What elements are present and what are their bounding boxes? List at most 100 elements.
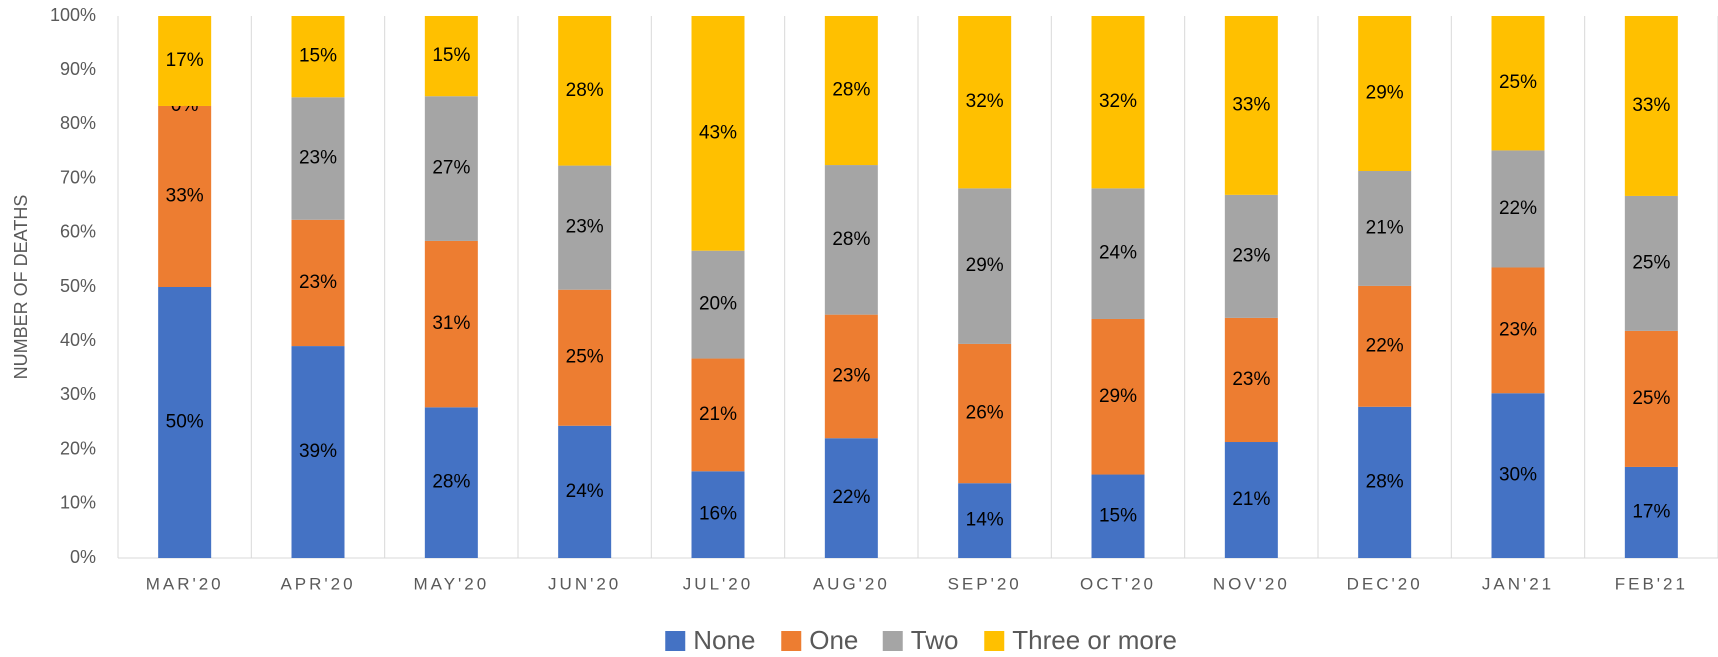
bar-segment xyxy=(1624,195,1678,331)
data-label: 32% xyxy=(966,91,1004,112)
data-label: 29% xyxy=(1366,83,1404,104)
data-label: 43% xyxy=(699,122,737,143)
y-tick-label: 70% xyxy=(60,167,96,187)
data-label: 24% xyxy=(566,481,604,502)
bar-segment xyxy=(291,219,345,347)
y-tick-label: 50% xyxy=(60,276,96,296)
data-label: 15% xyxy=(432,45,470,66)
bar-segment xyxy=(158,16,212,106)
bar-segment xyxy=(1624,466,1678,558)
legend-label: Three or more xyxy=(1012,625,1177,655)
bar-segment xyxy=(1491,150,1545,268)
data-label: 23% xyxy=(1232,369,1270,390)
y-tick-label: 90% xyxy=(60,59,96,79)
bar-segment xyxy=(1091,188,1145,319)
data-label: 23% xyxy=(1499,319,1537,340)
bar-segment xyxy=(1224,442,1278,558)
x-tick-label: APR'20 xyxy=(280,574,355,593)
data-label: 16% xyxy=(699,504,737,525)
bar-segment xyxy=(958,16,1012,189)
bar-segment xyxy=(558,425,612,558)
bar-segment xyxy=(424,240,478,408)
bar-segment xyxy=(1358,171,1412,286)
bar-segment xyxy=(691,250,745,359)
data-label: 30% xyxy=(1499,465,1537,486)
data-label: 27% xyxy=(432,158,470,179)
data-label: 50% xyxy=(166,412,204,433)
x-tick-label: OCT'20 xyxy=(1080,574,1156,593)
bar-segment xyxy=(691,471,745,558)
data-label: 33% xyxy=(1632,95,1670,116)
bar-segment xyxy=(824,16,878,166)
bar-segment xyxy=(158,105,212,287)
data-label: 20% xyxy=(699,294,737,315)
bar-segment xyxy=(424,96,478,241)
bar-segment xyxy=(291,16,345,98)
data-label: 17% xyxy=(166,50,204,71)
bar-segment xyxy=(1091,318,1145,475)
data-label: 22% xyxy=(1366,335,1404,356)
y-tick-label: 0% xyxy=(70,547,96,567)
data-label: 14% xyxy=(966,510,1004,531)
bar-segment xyxy=(558,165,612,290)
data-label: 17% xyxy=(1632,501,1670,522)
x-tick-label: FEB'21 xyxy=(1615,574,1688,593)
data-label: 28% xyxy=(832,229,870,250)
y-tick-label: 100% xyxy=(50,5,96,25)
bar-segment xyxy=(958,188,1012,344)
bar-segment xyxy=(1358,285,1412,407)
data-label: 32% xyxy=(1099,91,1137,112)
x-tick-label: AUG'20 xyxy=(813,574,890,593)
data-label: 25% xyxy=(1499,72,1537,93)
y-axis-label: NUMBER OF DEATHS xyxy=(11,195,31,380)
bar-segment xyxy=(1491,16,1545,151)
data-label: 22% xyxy=(1499,198,1537,219)
bar-segment xyxy=(1358,406,1412,558)
data-label: 15% xyxy=(299,46,337,67)
bar-segment xyxy=(1091,474,1145,558)
data-label: 21% xyxy=(1366,217,1404,238)
bar-segment xyxy=(158,287,212,558)
data-label: 23% xyxy=(299,272,337,293)
data-label: 29% xyxy=(966,255,1004,276)
data-label: 29% xyxy=(1099,386,1137,407)
bar-segment xyxy=(691,358,745,472)
bar-segment xyxy=(291,97,345,220)
data-label: 31% xyxy=(432,313,470,334)
data-label: 25% xyxy=(566,347,604,368)
y-tick-label: 80% xyxy=(60,113,96,133)
bar-segment xyxy=(958,483,1012,558)
bar-segment xyxy=(824,314,878,439)
data-label: 21% xyxy=(1232,489,1270,510)
data-label: 23% xyxy=(566,217,604,238)
bar-segment xyxy=(824,165,878,315)
legend-swatch xyxy=(984,631,1005,651)
data-label: 23% xyxy=(832,365,870,386)
data-label: 23% xyxy=(299,148,337,169)
data-label: 24% xyxy=(1099,243,1137,264)
data-label: 28% xyxy=(566,80,604,101)
bar-segment xyxy=(1224,16,1278,195)
x-tick-label: JUN'20 xyxy=(548,574,621,593)
data-label: 39% xyxy=(299,441,337,462)
data-label: 33% xyxy=(166,186,204,207)
x-tick-label: JAN'21 xyxy=(1482,574,1554,593)
y-tick-label: 30% xyxy=(60,384,96,404)
y-tick-label: 40% xyxy=(60,330,96,350)
bar-segment xyxy=(1224,194,1278,318)
bar-segment xyxy=(1624,16,1678,196)
x-tick-label: MAR'20 xyxy=(146,574,224,593)
bar-segment xyxy=(958,343,1012,484)
bar-segment xyxy=(424,407,478,558)
data-label: 23% xyxy=(1232,245,1270,266)
legend-label: Two xyxy=(911,625,959,655)
x-tick-label: NOV'20 xyxy=(1213,574,1290,593)
legend-label: One xyxy=(809,625,858,655)
bar-segment xyxy=(1091,16,1145,189)
y-tick-label: 20% xyxy=(60,438,96,458)
x-tick-label: SEP'20 xyxy=(948,574,1022,593)
bar-segment xyxy=(1224,317,1278,443)
bar-segment xyxy=(1491,393,1545,558)
bar-segment xyxy=(1358,16,1412,172)
